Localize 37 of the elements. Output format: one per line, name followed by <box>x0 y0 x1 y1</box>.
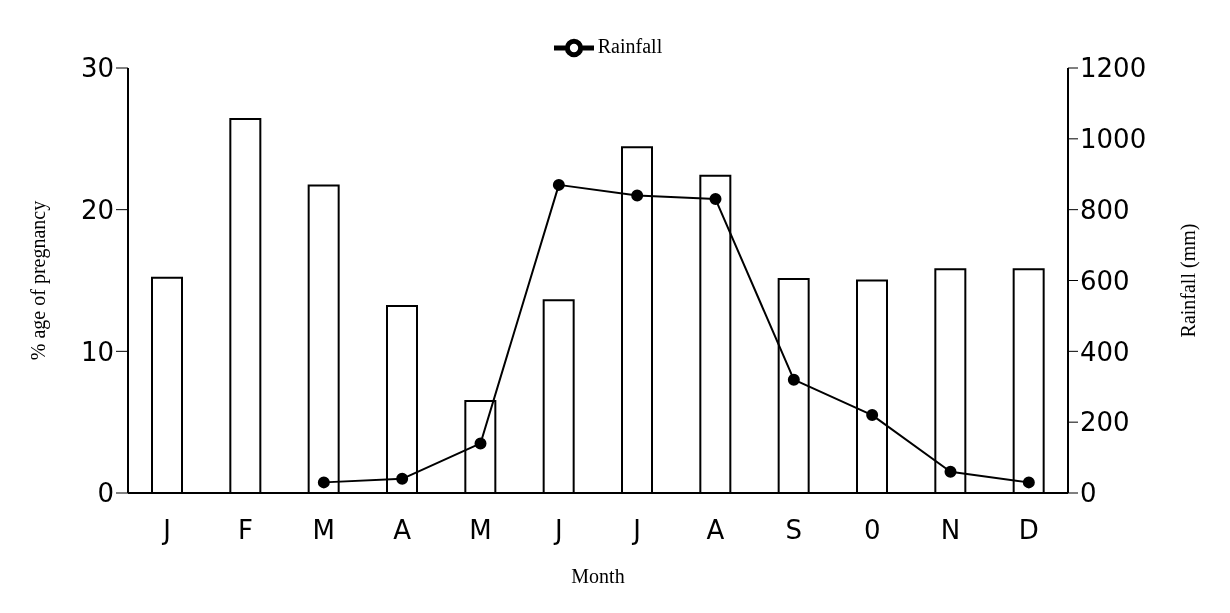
y2-tick-label: 800 <box>1080 194 1130 225</box>
legend-label: Rainfall <box>597 34 663 57</box>
x-tick-label: D <box>1018 515 1039 546</box>
x-tick-label: F <box>238 515 253 546</box>
point <box>866 409 879 422</box>
y2-tick-label: 1200 <box>1080 53 1147 84</box>
x-tick-label: A <box>706 515 725 546</box>
y2-tick-label: 400 <box>1080 336 1130 367</box>
y-axis-title: % age of pregnancy <box>27 200 51 361</box>
point <box>631 189 644 202</box>
x-tick-label: S <box>785 515 803 546</box>
point <box>317 476 330 489</box>
point <box>787 373 800 386</box>
y-tick-label: 30 <box>80 53 114 84</box>
y-tick-label: 20 <box>80 194 114 225</box>
y2-tick-label: 200 <box>1080 407 1130 438</box>
x-axis-title: Month <box>571 565 625 587</box>
y2-axis-title: Rainfall (mm) <box>1177 223 1201 338</box>
x-tick-label: M <box>312 515 336 546</box>
point <box>1022 476 1035 489</box>
x-tick-label: J <box>161 515 171 546</box>
y-tick-label: 10 <box>80 336 114 367</box>
y-tick-label: 0 <box>97 478 114 509</box>
point <box>552 178 565 191</box>
x-tick-label: J <box>631 515 641 546</box>
y2-tick-label: 0 <box>1080 478 1097 509</box>
point <box>474 437 487 450</box>
point <box>396 472 409 485</box>
point <box>944 465 957 478</box>
y2-tick-label: 1000 <box>1080 124 1147 155</box>
x-tick-label: N <box>940 515 961 546</box>
x-tick-label: A <box>393 515 412 546</box>
y2-tick-label: 600 <box>1080 265 1130 296</box>
x-tick-label: J <box>553 515 563 546</box>
point <box>709 193 722 206</box>
x-tick-label: 0 <box>863 515 881 546</box>
x-tick-label: M <box>469 515 492 546</box>
